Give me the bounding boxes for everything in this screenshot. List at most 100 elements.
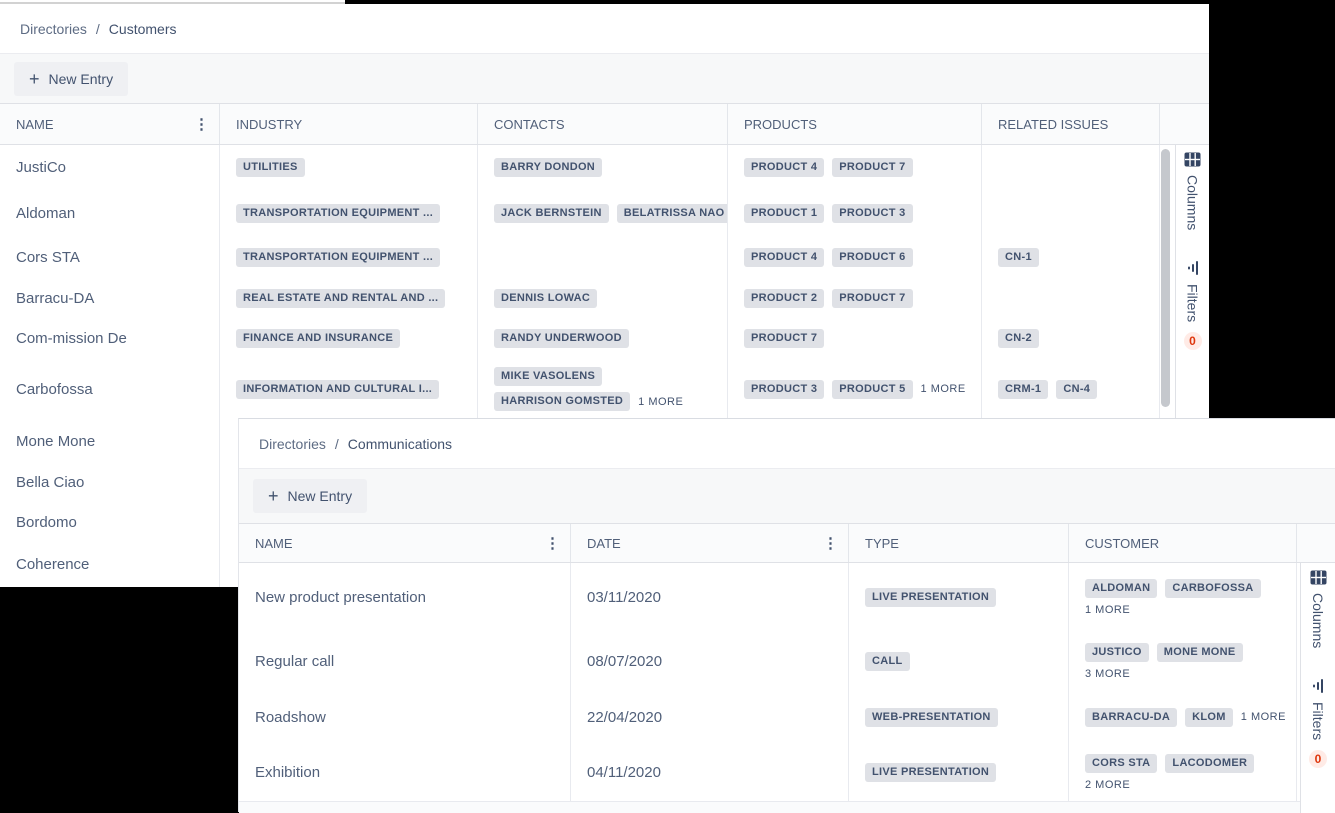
column-header-customer: CUSTOMER	[1069, 524, 1297, 562]
products-cell: PRODUCT 7	[728, 318, 982, 358]
communications-panel: Directories / Communications + New Entry…	[238, 418, 1335, 813]
new-entry-button[interactable]: + New Entry	[253, 479, 368, 513]
row-name: Cors STA	[16, 248, 80, 266]
tag-chip: RANDY UNDERWOOD	[494, 328, 629, 348]
tag-chip: LIVE PRESENTATION	[865, 762, 997, 782]
row-name: 08/07/2020	[587, 652, 663, 670]
table-row[interactable]: New product presentation 03/11/2020 LIVE P…	[239, 563, 1335, 631]
new-entry-button[interactable]: + New Entry	[14, 61, 129, 96]
table-row[interactable]: Regular call 08/07/2020 CALL JUSTICO MONE MO…	[239, 631, 1335, 691]
contacts-cell: RANDY UNDERWOOD	[478, 318, 728, 358]
tag-chip: CN-2	[998, 328, 1039, 348]
tag-chip: PRODUCT 3	[744, 379, 825, 399]
industry-cell: REAL ESTATE AND RENTAL AND ...	[220, 278, 478, 318]
filters-button[interactable]: Filters 0	[1309, 678, 1327, 769]
table-row[interactable]: Cors STA TRANSPORTATION EQUIPMENT ... PROD…	[0, 236, 1209, 278]
more-label: 1 MORE	[920, 383, 966, 395]
columns-grid-icon	[1310, 570, 1326, 585]
filters-label: Filters	[1310, 702, 1326, 741]
related-issues-cell: CRM-1 CN-4	[982, 358, 1160, 420]
column-header-spacer	[1297, 524, 1301, 562]
row-name: Bordomo	[16, 513, 77, 531]
more-label: 1 MORE	[638, 395, 684, 408]
filters-label: Filters	[1184, 284, 1201, 323]
tag-chip: LIVE PRESENTATION	[865, 587, 997, 607]
tag-chip: UTILITIES	[236, 158, 305, 177]
filter-icon	[1187, 261, 1198, 276]
breadcrumb-separator: /	[95, 20, 100, 37]
row-name: Regular call	[255, 652, 335, 670]
breadcrumb-directories-link[interactable]: Directories	[259, 435, 326, 452]
customer-chips-line: JUSTICO MONE MONE	[1085, 642, 1243, 662]
table-row[interactable]: Aldoman TRANSPORTATION EQUIPMENT ... JACK …	[0, 190, 1209, 236]
contacts-cell: DENNIS LOWAC	[478, 278, 728, 318]
column-header-name: NAME ⋮	[239, 524, 571, 562]
columns-label: Columns	[1310, 593, 1326, 649]
tag-chip: PRODUCT 2	[744, 288, 825, 308]
row-name: Roadshow	[255, 708, 326, 726]
column-header-related-issues: RELATED ISSUES	[982, 104, 1160, 144]
tag-chip: ALDOMAN	[1085, 578, 1158, 598]
table-row[interactable]: JustiCo UTILITIES BARRY DONDON PRODUCT 4 PRO…	[0, 145, 1209, 190]
industry-cell: TRANSPORTATION EQUIPMENT ...	[220, 236, 478, 278]
customer-cell: CORS STA LACODOMER 2 MORE	[1069, 743, 1297, 801]
tag-chip: JACK BERNSTEIN	[494, 203, 609, 223]
breadcrumb-current: Customers	[108, 20, 177, 37]
column-header-products: PRODUCTS	[728, 104, 982, 144]
contacts-cell: MIKE VASOLENS HARRISON GOMSTED 1 MORE	[478, 358, 728, 420]
tag-chip: TRANSPORTATION EQUIPMENT ...	[236, 203, 441, 223]
table-row[interactable]: Carbofossa INFORMATION AND CULTURAL I... M…	[0, 358, 1209, 420]
columns-label: Columns	[1184, 175, 1201, 231]
industry-cell: UTILITIES	[220, 145, 478, 190]
tag-chip: CARBOFOSSA	[1165, 578, 1261, 598]
name-cell: Cors STA	[0, 236, 220, 278]
name-cell: Barracu-DA	[0, 278, 220, 318]
tag-chip: MONE MONE	[1156, 642, 1243, 662]
customer-chips-line: ALDOMAN CARBOFOSSA	[1085, 578, 1261, 598]
column-header-date: DATE ⋮	[571, 524, 849, 562]
industry-cell: TRANSPORTATION EQUIPMENT ...	[220, 190, 478, 236]
more-label: 3 MORE	[1085, 667, 1131, 680]
row-name: Bella Ciao	[16, 473, 85, 491]
columns-button[interactable]: Columns	[1184, 152, 1201, 230]
row-name: JustiCo	[16, 159, 67, 176]
column-menu-icon[interactable]: ⋮	[545, 534, 560, 552]
row-name: 04/11/2020	[587, 763, 661, 781]
tag-chip: LACODOMER	[1165, 753, 1255, 773]
tag-chip: JUSTICO	[1085, 642, 1149, 662]
table-row[interactable]: Roadshow 22/04/2020 WEB-PRESENTATION BARRAC…	[239, 691, 1335, 743]
tag-chip: BELATRISSA NAO	[616, 203, 727, 223]
name-cell: Roadshow	[239, 691, 571, 743]
more-label: 1 MORE	[1240, 711, 1286, 723]
columns-grid-icon	[1184, 152, 1201, 167]
column-menu-icon[interactable]: ⋮	[194, 115, 209, 133]
tag-chip: PRODUCT 4	[744, 247, 825, 267]
tag-chip: BARRACU-DA	[1085, 707, 1178, 727]
related-issues-cell: CN-2	[982, 318, 1160, 358]
name-cell: Carbofossa	[0, 358, 220, 420]
row-name: Exhibition	[255, 763, 321, 781]
tag-chip: MIKE VASOLENS	[494, 367, 603, 386]
table-row[interactable]: Barracu-DA REAL ESTATE AND RENTAL AND ...…	[0, 278, 1209, 318]
columns-button[interactable]: Columns	[1310, 570, 1327, 648]
date-cell: 04/11/2020	[571, 743, 849, 801]
row-name: Mone Mone	[16, 432, 96, 450]
tag-chip: CN-4	[1056, 379, 1098, 399]
contacts-cell	[478, 236, 728, 278]
table-row[interactable]: Com-mission De FINANCE AND INSURANCE RANDY…	[0, 318, 1209, 358]
tag-chip: CN-1	[998, 247, 1039, 267]
plus-icon: +	[29, 68, 40, 89]
tag-chip: PRODUCT 4	[744, 158, 825, 177]
background-window-edge	[0, 0, 345, 4]
breadcrumb-directories-link[interactable]: Directories	[20, 20, 87, 37]
column-header-industry: INDUSTRY	[220, 104, 478, 144]
customer-more-line: 2 MORE	[1085, 779, 1130, 791]
filters-button[interactable]: Filters 0	[1183, 260, 1202, 351]
column-menu-icon[interactable]: ⋮	[823, 534, 838, 552]
products-cell: PRODUCT 1 PRODUCT 3	[728, 190, 982, 236]
name-cell: Regular call	[239, 631, 571, 691]
vertical-scrollbar-thumb[interactable]	[1161, 149, 1170, 407]
products-cell: PRODUCT 4 PRODUCT 6	[728, 236, 982, 278]
table-row[interactable]: Exhibition 04/11/2020 LIVE PRESENTATION COR…	[239, 743, 1335, 801]
column-header-spacer	[1160, 104, 1175, 144]
